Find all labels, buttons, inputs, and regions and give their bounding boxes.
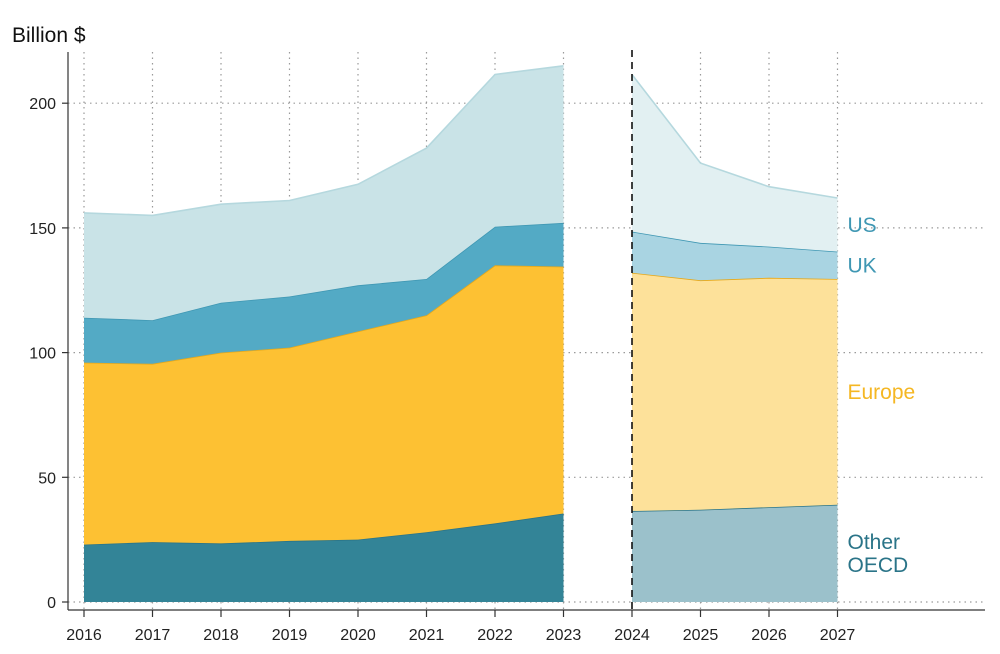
y-axis-title: Billion $ [12,24,86,47]
area-uk-projection [632,231,838,281]
line-us-actual [83,65,564,217]
x-tick-label: 2019 [272,627,308,644]
series-label-line: Other [848,531,901,554]
x-tick-label: 2016 [66,627,102,644]
series-label-uk: UK [848,254,877,277]
x-tick-label: 2027 [820,627,856,644]
area-uk-actual [84,222,564,364]
plot-areas [83,65,838,602]
area-other-oecd-actual [84,513,564,602]
area-europe-actual [84,265,564,545]
x-tick-label: 2020 [340,627,376,644]
x-tick-label: 2018 [203,627,239,644]
x-tick-label: 2025 [683,627,719,644]
area-other-oecd-projection [632,504,838,602]
series-label-other-oecd: Other OECD [848,531,909,577]
x-tick-label: 2023 [546,627,582,644]
series-label-line: US [848,214,877,237]
y-tick-label: 150 [29,221,56,238]
y-tick-label: 100 [29,346,56,363]
x-tick-label: 2022 [477,627,513,644]
x-tick-label: 2021 [409,627,445,644]
series-label-line: OECD [848,554,909,577]
series-labels: Other OECD Europe UK US [848,214,916,577]
series-label-line: UK [848,254,877,277]
y-tick-label: 0 [47,595,56,612]
area-europe-projection [632,272,838,511]
x-tick-label: 2024 [614,627,650,644]
axes: 0 50 100 150 200 2016 2017 2018 2019 2020 2021 2022… [29,50,985,644]
y-tick-label: 200 [29,96,56,113]
series-label-line: Europe [848,381,916,404]
series-label-us: US [848,214,877,237]
series-label-europe: Europe [848,381,916,404]
area-us-projection [632,74,838,252]
line-us-projection [631,74,838,199]
y-tick-label: 50 [38,470,56,487]
x-tick-label: 2026 [751,627,787,644]
x-tick-label: 2017 [135,627,171,644]
